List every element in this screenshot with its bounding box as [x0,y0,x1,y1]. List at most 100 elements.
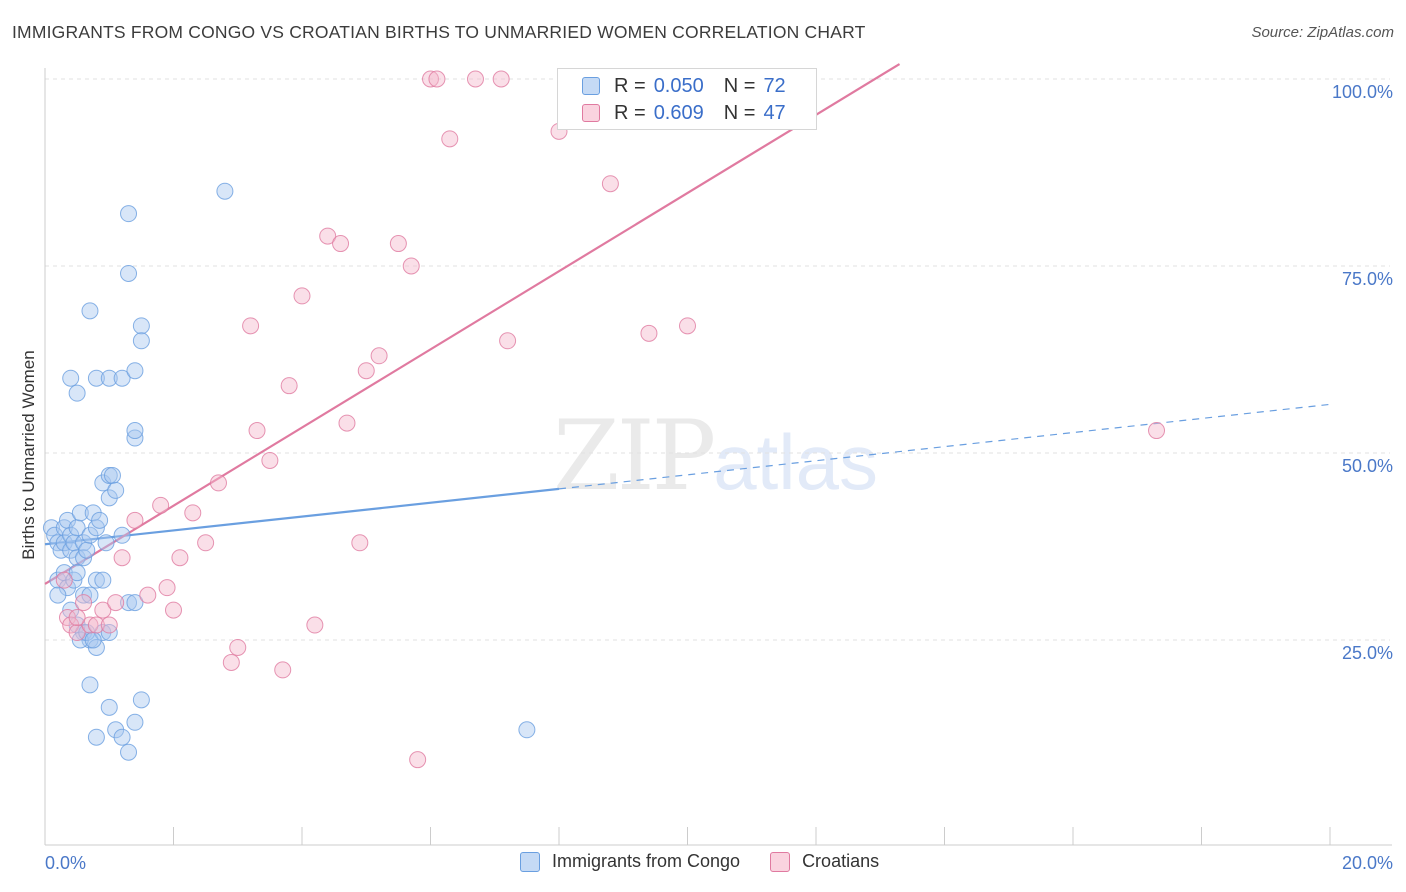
point-croatians [171,549,189,567]
point-congo [103,466,121,484]
r-label: R = [614,74,646,97]
watermark: ZIPatlas [553,400,878,512]
point-croatians [389,235,407,253]
point-congo [132,332,150,350]
point-croatians [319,227,337,245]
point-congo [91,511,109,529]
point-congo [62,369,80,387]
point-croatians [370,347,388,365]
point-congo [132,691,150,709]
legend-label-congo: Immigrants from Congo [552,851,741,871]
point-croatians [87,616,105,634]
n-value: 47 [763,101,786,124]
point-croatians [338,414,356,432]
point-congo [81,676,99,694]
point-congo [120,205,138,223]
point-croatians [332,235,350,253]
y-tick-label: 25.0% [1342,643,1393,663]
watermark-atlas: atlas [713,418,878,506]
r-label: R = [614,101,646,124]
y-tick-label: 75.0% [1342,269,1393,289]
point-croatians [306,616,324,634]
point-croatians [81,616,99,634]
point-croatians [68,624,86,642]
trend-lines [44,63,1331,585]
point-croatians [100,616,118,634]
point-congo [518,721,536,739]
point-croatians [209,474,227,492]
point-congo [68,384,86,402]
point-congo [120,264,138,282]
point-congo [75,586,93,604]
point-croatians [422,70,439,88]
point-croatians [280,377,298,395]
point-croatians [1148,422,1166,440]
point-croatians [357,362,375,380]
point-croatians [229,638,247,656]
point-croatians [441,130,459,148]
n-label: N = [723,74,756,97]
point-congo [113,369,131,387]
point-croatians [640,324,658,342]
stats-row-congo: R = 0.050 N = 72 [582,73,806,99]
point-croatians [274,661,292,679]
y-tick-label: 50.0% [1342,456,1393,476]
point-congo [120,594,138,612]
point-croatians [351,534,369,552]
x-tick-label: 20.0% [1342,853,1393,873]
source-label: Source: ZipAtlas.com [1251,24,1394,41]
watermark-zip: ZIP [553,400,716,512]
swatch-croatians [582,104,600,122]
point-congo [126,422,144,440]
r-value: 0.609 [653,101,704,124]
point-croatians [94,601,112,619]
point-congo [81,302,99,320]
point-croatians [261,451,279,469]
n-label: N = [723,101,756,124]
point-croatians [107,594,125,612]
point-croatians [601,175,619,193]
y-axis-label: Births to Unmarried Women [19,350,38,559]
point-croatians [55,571,73,589]
point-croatians [679,317,696,335]
y-tick-label: 100.0% [1332,82,1393,102]
point-croatians [402,257,420,275]
point-congo [126,429,144,447]
axes [44,68,1392,846]
point-croatians [409,751,427,769]
series-legend: Immigrants from Congo Croatians [520,851,909,872]
point-congo [100,698,118,716]
legend-label-croatians: Croatians [802,851,880,871]
x-tick-label: 0.0% [45,853,86,873]
chart-title: IMMIGRANTS FROM CONGO VS CROATIAN BIRTHS… [12,22,866,42]
point-croatians [68,609,86,627]
point-congo [68,564,86,582]
point-congo [97,534,115,552]
gridlines [45,78,1390,641]
point-croatians [197,534,215,552]
point-croatians [139,586,157,604]
legend-item-congo[interactable]: Immigrants from Congo [520,851,740,872]
r-value: 0.050 [653,74,704,97]
trend-line-congo-extension [558,403,1331,490]
point-croatians [158,579,176,597]
point-croatians [248,422,266,440]
point-congo [132,317,150,335]
point-croatians [499,332,517,350]
point-congo [126,362,144,380]
point-croatians [222,653,240,671]
trend-line-congo [44,487,560,546]
point-congo [87,369,105,387]
point-congo [120,743,138,761]
point-congo [100,624,118,642]
trend-line-croatians [44,63,901,585]
point-congo [94,571,112,589]
tick-labels: 25.0% 50.0% 75.0% 100.0% 0.0% 20.0% [45,82,1393,873]
point-croatians [428,70,446,88]
point-croatians [293,287,311,305]
legend-item-croatians[interactable]: Croatians [770,851,879,872]
stats-legend: R = 0.050 N = 72 R = 0.609 N = 47 [557,68,817,130]
n-value: 72 [763,74,786,97]
point-congo [113,728,131,746]
point-croatians [492,70,510,88]
